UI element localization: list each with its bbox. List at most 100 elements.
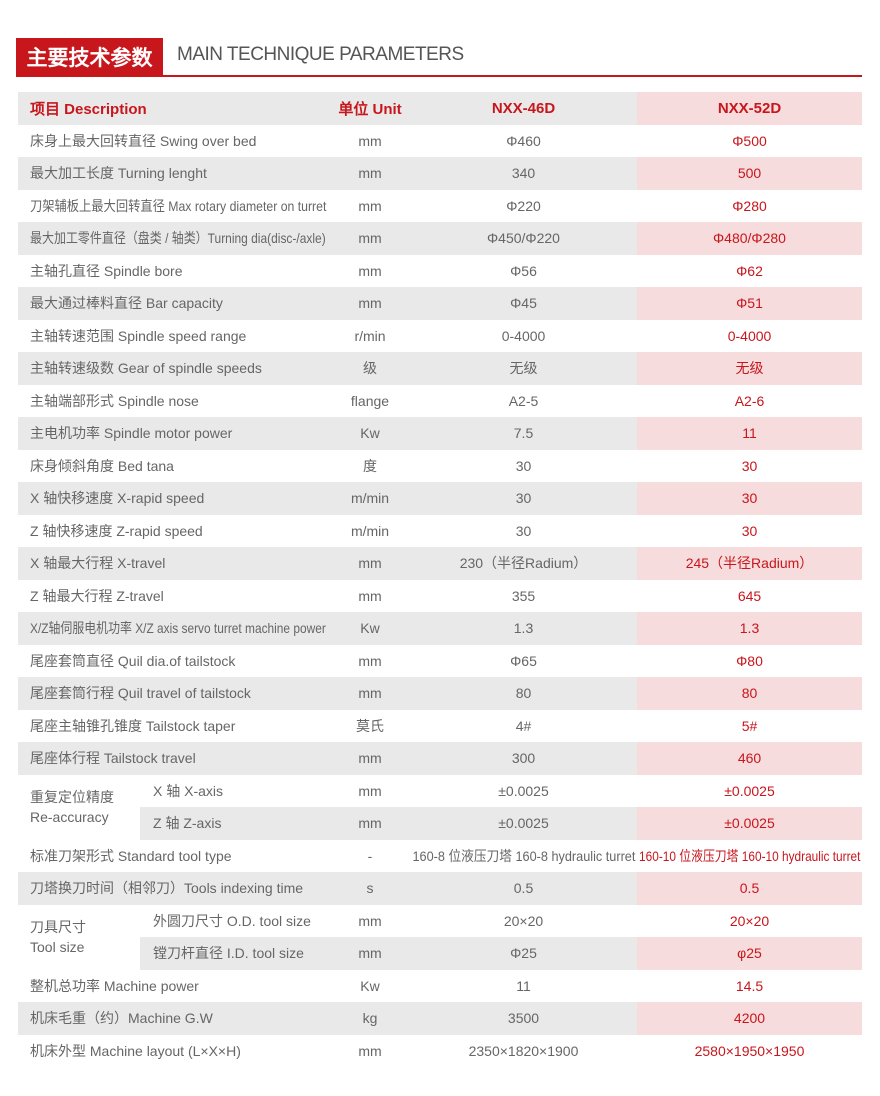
row-nxx46d-text: Φ25	[510, 945, 537, 962]
row-desc: 主轴转速级数 Gear of spindle speeds	[18, 352, 330, 385]
row-unit: 莫氏	[330, 709, 410, 742]
row-nxx46d: Φ25	[410, 937, 637, 970]
row-nxx52d-text: 0.5	[739, 880, 760, 897]
row-nxx46d-text: 160-8 位液压刀塔 160-8 hydraulic turret	[412, 847, 635, 864]
row-nxx46d-text: 3500	[507, 1010, 540, 1027]
row-unit: mm	[330, 157, 410, 190]
row-nxx46d: 30	[410, 514, 637, 547]
row-nxx52d: 2580×1950×1950	[637, 1034, 862, 1067]
row-unit-text: mm	[358, 165, 382, 182]
row-nxx46d: Φ450/Φ220	[410, 222, 637, 255]
group-label-line: 刀具尺寸	[30, 919, 86, 935]
row-nxx52d: ±0.0025	[637, 774, 862, 807]
row-nxx52d: Φ480/Φ280	[637, 222, 862, 255]
row-desc: 刀架辅板上最大回转直径 Max rotary diameter on turre…	[18, 189, 330, 222]
row-unit: s	[330, 872, 410, 905]
row-unit: flange	[330, 384, 410, 417]
row-nxx52d-text: Φ62	[736, 262, 763, 279]
row-desc: 镗刀杆直径 I.D. tool size	[140, 937, 330, 970]
row-unit: Kw	[330, 969, 410, 1002]
row-nxx46d: 30	[410, 449, 637, 482]
row-unit-text: mm	[358, 945, 382, 962]
row-unit: mm	[330, 644, 410, 677]
row-unit-text: flange	[350, 392, 390, 409]
row-nxx46d: 355	[410, 579, 637, 612]
row-unit-text: mm	[358, 782, 382, 799]
row-nxx52d-text: Φ280	[732, 197, 767, 214]
row-desc-text: 床身倾斜角度 Bed tana	[30, 457, 174, 474]
row-unit: mm	[330, 579, 410, 612]
row-unit: r/min	[330, 319, 410, 352]
row-desc-text: 刀塔换刀时间（相邻刀）Tools indexing time	[30, 880, 304, 897]
row-unit-text: mm	[358, 132, 382, 149]
row-nxx46d: 340	[410, 157, 637, 190]
row-unit: m/min	[330, 514, 410, 547]
row-nxx52d: 5#	[637, 709, 862, 742]
column-header-text: 单位 Unit	[338, 100, 402, 118]
row-unit: m/min	[330, 482, 410, 515]
row-unit-text: mm	[358, 912, 382, 929]
row-nxx52d: 20×20	[637, 904, 862, 937]
row-desc: 尾座套筒直径 Quil dia.of tailstock	[18, 644, 330, 677]
row-desc-text: 标准刀架形式 Standard tool type	[30, 847, 232, 864]
row-nxx46d-text: 2350×1820×1900	[468, 1042, 579, 1059]
row-desc: 刀塔换刀时间（相邻刀）Tools indexing time	[18, 872, 330, 905]
row-nxx52d: Φ280	[637, 189, 862, 222]
row-nxx46d: 80	[410, 677, 637, 710]
row-nxx52d: 4200	[637, 1002, 862, 1035]
row-nxx52d: 0-4000	[637, 319, 862, 352]
column-header-text: NXX-46D	[491, 99, 556, 117]
row-unit: mm	[330, 807, 410, 840]
row-nxx46d-text: 300	[511, 750, 536, 767]
row-nxx52d-text: 0-4000	[727, 327, 772, 344]
row-desc-text: 机床毛重（约）Machine G.W	[30, 1010, 213, 1027]
row-unit: mm	[330, 677, 410, 710]
row-desc-text: 最大加工零件直径（盘类 / 轴类）Turning dia(disc-/axle)	[30, 230, 326, 247]
row-nxx46d-text: ±0.0025	[498, 815, 549, 832]
row-nxx46d: ±0.0025	[410, 774, 637, 807]
row-unit: mm	[330, 937, 410, 970]
row-unit: -	[330, 839, 410, 872]
row-nxx46d: 无级	[410, 352, 637, 385]
row-nxx52d: Φ62	[637, 254, 862, 287]
row-nxx52d-text: φ25	[737, 945, 762, 962]
row-desc: X 轴 X-axis	[140, 774, 330, 807]
row-desc-text: X 轴快移速度 X-rapid speed	[30, 490, 205, 507]
row-nxx52d: Φ500	[637, 124, 862, 157]
row-nxx46d: Φ460	[410, 124, 637, 157]
row-unit-text: m/min	[350, 490, 390, 507]
row-nxx46d: A2-5	[410, 384, 637, 417]
row-nxx46d: 30	[410, 482, 637, 515]
row-desc: 外圆刀尺寸 O.D. tool size	[140, 904, 330, 937]
row-nxx46d-text: 无级	[509, 360, 538, 377]
row-nxx52d: 80	[637, 677, 862, 710]
row-desc-text: 尾座套筒直径 Quil dia.of tailstock	[30, 652, 236, 669]
row-desc-text: 尾座体行程 Tailstock travel	[30, 750, 196, 767]
row-unit-text: Kw	[360, 620, 380, 637]
row-nxx52d-text: ±0.0025	[724, 815, 775, 832]
row-desc: 标准刀架形式 Standard tool type	[18, 839, 330, 872]
title-box: 主要技术参数	[16, 38, 163, 76]
row-nxx52d-text: Φ480/Φ280	[713, 230, 786, 247]
group-label-line: 重复定位精度	[30, 789, 114, 805]
column-header: 单位 Unit	[330, 92, 410, 125]
row-unit-text: mm	[358, 750, 382, 767]
row-nxx46d: 7.5	[410, 417, 637, 450]
row-unit: mm	[330, 189, 410, 222]
row-unit-text: mm	[358, 815, 382, 832]
row-desc: 床身倾斜角度 Bed tana	[18, 449, 330, 482]
row-unit: mm	[330, 547, 410, 580]
row-desc: 机床外型 Machine layout (L×X×H)	[18, 1034, 330, 1067]
row-desc-text: X 轴最大行程 X-travel	[30, 555, 166, 572]
row-nxx46d-text: 340	[511, 165, 536, 182]
row-nxx52d-text: 1.3	[739, 620, 760, 637]
group-label-line: Re-accuracy	[30, 809, 109, 825]
row-unit-text: mm	[358, 197, 382, 214]
row-nxx46d: Φ45	[410, 287, 637, 320]
row-nxx52d: Φ80	[637, 644, 862, 677]
row-nxx52d: 0.5	[637, 872, 862, 905]
row-unit: mm	[330, 904, 410, 937]
column-header: 项目 Description	[18, 92, 330, 125]
row-nxx52d-text: 30	[741, 457, 758, 474]
row-nxx46d-text: 0.5	[513, 880, 534, 897]
